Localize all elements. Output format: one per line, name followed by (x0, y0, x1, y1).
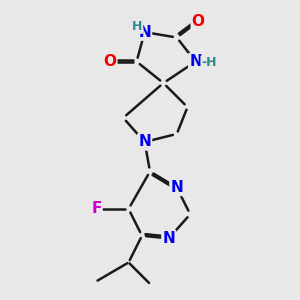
Text: N: N (138, 134, 151, 149)
Text: F: F (91, 201, 102, 216)
Text: N: N (138, 25, 151, 40)
Text: N: N (189, 54, 202, 69)
Text: H: H (132, 20, 142, 33)
Text: O: O (192, 14, 205, 29)
Text: N: N (162, 231, 175, 246)
Text: -H: -H (201, 56, 217, 69)
Text: N: N (170, 180, 183, 195)
Text: O: O (103, 54, 116, 69)
